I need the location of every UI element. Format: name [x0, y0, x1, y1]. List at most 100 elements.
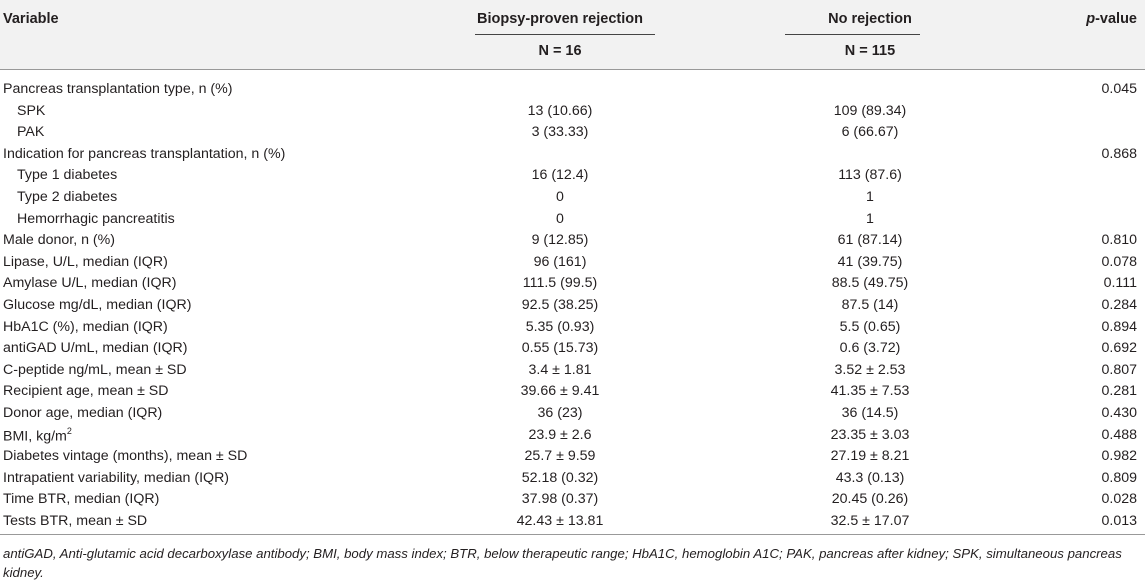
table-row: Tests BTR, mean ± SD 42.43 ± 13.81 32.5 ± …: [0, 511, 1145, 533]
row-label: BMI, kg/m2: [3, 426, 72, 445]
row-label: Lipase, U/L, median (IQR): [3, 254, 168, 270]
row-value-rejection: 111.5 (99.5): [522, 275, 598, 292]
row-label-text: Glucose mg/dL, median (IQR): [3, 296, 192, 313]
row-label-text: Donor age, median (IQR): [3, 404, 163, 421]
table-row: Indication for pancreas transplantation,…: [0, 144, 1145, 166]
row-label-text: Lipase, U/L, median (IQR): [3, 253, 168, 270]
row-pvalue: 0.111: [1103, 275, 1137, 292]
table-row: Male donor, n (%) 9 (12.85) 61 (87.14) 0.81…: [0, 230, 1145, 252]
header-pvalue-suffix: -value: [1095, 11, 1137, 27]
table-row: HbA1C (%), median (IQR) 5.35 (0.93) 5.5 (0…: [0, 317, 1145, 339]
row-label-text: Indication for pancreas transplantation,…: [3, 145, 286, 162]
table-header: Variable Biopsy-proven rejection No reje…: [0, 0, 1145, 70]
row-pvalue: 0.894: [1101, 318, 1137, 335]
row-label: antiGAD U/mL, median (IQR): [3, 340, 188, 356]
row-pvalue: 0.284: [1101, 296, 1137, 313]
row-label: Time BTR, median (IQR): [3, 491, 159, 507]
table-row: Recipient age, mean ± SD 39.66 ± 9.41 41.3…: [0, 381, 1145, 403]
table-body: Pancreas transplantation type, n (%) 0.04…: [0, 79, 1145, 532]
row-value-no-rejection: 6 (66.67): [841, 124, 899, 141]
row-pvalue: 0.692: [1101, 340, 1137, 357]
header-variable: Variable: [3, 11, 59, 27]
row-pvalue: 0.807: [1101, 361, 1137, 378]
table-bottom-divider: [0, 534, 1145, 535]
header-n-rejection: N = 16: [538, 43, 582, 59]
row-label: Amylase U/L, median (IQR): [3, 275, 176, 291]
row-pvalue: 0.868: [1101, 145, 1137, 162]
row-value-no-rejection: 0.6 (3.72): [839, 340, 901, 357]
header-pvalue-italic: p: [1086, 11, 1096, 27]
table-footnote: antiGAD, Anti-glutamic acid decarboxylas…: [3, 546, 1122, 580]
row-label: C-peptide ng/mL, mean ± SD: [3, 362, 187, 378]
row-label: Diabetes vintage (months), mean ± SD: [3, 448, 247, 464]
row-value-no-rejection: 23.35 ± 3.03: [830, 426, 910, 443]
row-value-no-rejection: 113 (87.6): [838, 167, 902, 184]
row-value-rejection: 42.43 ± 13.81: [516, 512, 604, 529]
header-group-no-rejection: No rejection: [828, 11, 912, 27]
header-n-no-rejection: N = 115: [844, 43, 896, 59]
row-value-no-rejection: 1: [866, 210, 874, 227]
row-value-no-rejection: 41.35 ± 7.53: [830, 383, 910, 400]
row-label: Recipient age, mean ± SD: [3, 383, 169, 399]
row-value-rejection: 0: [556, 188, 564, 205]
row-value-rejection: 52.18 (0.32): [521, 469, 599, 486]
row-value-no-rejection: 32.5 ± 17.07: [830, 512, 910, 529]
row-label-text: C-peptide ng/mL, mean ± SD: [3, 361, 187, 378]
row-pvalue: 0.430: [1101, 404, 1137, 421]
row-label-text: HbA1C (%), median (IQR): [3, 318, 168, 335]
row-value-rejection: 0: [556, 210, 564, 227]
row-pvalue: 0.045: [1101, 81, 1137, 97]
row-label-text: BMI, kg/m: [3, 428, 67, 445]
row-label-text: Hemorrhagic pancreatitis: [17, 210, 175, 227]
row-label: Type 1 diabetes: [17, 167, 117, 183]
header-group-rejection: Biopsy-proven rejection: [477, 11, 643, 27]
row-label-text: Diabetes vintage (months), mean ± SD: [3, 448, 248, 465]
header-pvalue: p-value: [1086, 11, 1137, 27]
table-row: Type 2 diabetes 0 1: [0, 187, 1145, 209]
table-row: Glucose mg/dL, median (IQR) 92.5 (38.25) 8…: [0, 295, 1145, 317]
table-row: C-peptide ng/mL, mean ± SD 3.4 ± 1.81 3.52…: [0, 360, 1145, 382]
row-value-rejection: 37.98 (0.37): [521, 491, 599, 508]
row-label-text: Intrapatient variability, median (IQR): [3, 469, 230, 486]
header-divider: [0, 69, 1145, 70]
row-pvalue: 0.078: [1101, 253, 1137, 270]
row-label-text: Male donor, n (%): [3, 232, 115, 249]
row-label-text: Recipient age, mean ± SD: [3, 383, 169, 400]
row-value-rejection: 25.7 ± 9.59: [524, 448, 596, 465]
table-row: Lipase, U/L, median (IQR) 96 (161) 41 (39.…: [0, 252, 1145, 274]
table-row: Donor age, median (IQR) 36 (23) 36 (14.5) 0…: [0, 403, 1145, 425]
row-pvalue: 0.281: [1101, 383, 1137, 400]
table-row: PAK 3 (33.33) 6 (66.67): [0, 122, 1145, 144]
row-label: Type 2 diabetes: [17, 189, 117, 205]
row-value-rejection: 3 (33.33): [531, 124, 589, 141]
row-value-rejection: 39.66 ± 9.41: [520, 383, 600, 400]
row-label: Pancreas transplantation type, n (%): [3, 81, 233, 97]
row-value-no-rejection: 87.5 (14): [841, 296, 899, 313]
row-value-rejection: 36 (23): [537, 404, 583, 421]
row-label-text: Amylase U/L, median (IQR): [3, 275, 177, 292]
row-value-rejection: 92.5 (38.25): [521, 296, 599, 313]
row-label-text: Tests BTR, mean ± SD: [3, 512, 148, 529]
row-label-text: Time BTR, median (IQR): [3, 491, 160, 508]
header-underline-no-rejection: [785, 34, 920, 35]
row-value-rejection: 16 (12.4): [531, 167, 589, 184]
row-value-rejection: 0.55 (15.73): [521, 340, 599, 357]
row-label: Donor age, median (IQR): [3, 405, 162, 421]
row-value-no-rejection: 43.3 (0.13): [835, 469, 905, 486]
row-value-rejection: 3.4 ± 1.81: [528, 361, 592, 378]
row-label-text: antiGAD U/mL, median (IQR): [3, 340, 188, 357]
row-label: SPK: [17, 103, 45, 119]
row-value-no-rejection: 27.19 ± 8.21: [830, 448, 910, 465]
row-pvalue: 0.488: [1101, 426, 1137, 443]
row-label: PAK: [17, 124, 44, 140]
table-row: Time BTR, median (IQR) 37.98 (0.37) 20.45 …: [0, 489, 1145, 511]
row-value-rejection: 5.35 (0.93): [525, 318, 595, 335]
row-pvalue: 0.982: [1101, 448, 1137, 465]
row-value-no-rejection: 5.5 (0.65): [839, 318, 901, 335]
row-label: HbA1C (%), median (IQR): [3, 319, 168, 335]
row-value-no-rejection: 36 (14.5): [841, 404, 899, 421]
row-value-no-rejection: 1: [866, 188, 874, 205]
table-row: Hemorrhagic pancreatitis 0 1: [0, 209, 1145, 231]
table-row: BMI, kg/m2 23.9 ± 2.6 23.35 ± 3.03 0.488: [0, 425, 1145, 447]
